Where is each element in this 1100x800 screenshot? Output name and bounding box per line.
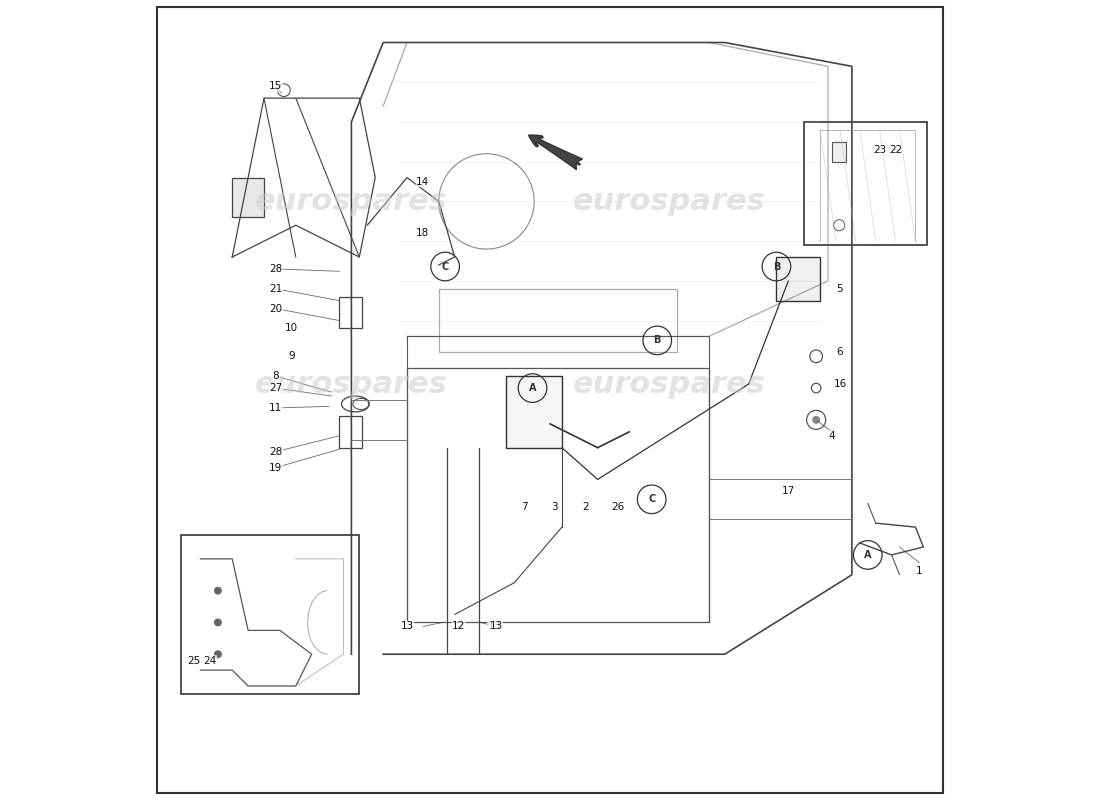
Circle shape xyxy=(812,416,821,424)
Text: 13: 13 xyxy=(487,622,500,631)
Text: eurospares: eurospares xyxy=(255,187,448,216)
Text: 13: 13 xyxy=(400,622,414,631)
Text: 3: 3 xyxy=(551,502,558,512)
Text: 22: 22 xyxy=(889,145,902,154)
Text: C: C xyxy=(648,494,656,504)
Text: 24: 24 xyxy=(204,655,217,666)
Text: 11: 11 xyxy=(270,403,283,413)
Text: 17: 17 xyxy=(782,486,795,496)
Text: 28: 28 xyxy=(270,264,283,274)
Text: 20: 20 xyxy=(270,304,283,314)
Text: 16: 16 xyxy=(834,379,847,389)
Text: 8: 8 xyxy=(273,371,279,381)
Text: 27: 27 xyxy=(270,383,283,393)
Text: C: C xyxy=(441,262,449,271)
Text: 5: 5 xyxy=(837,284,844,294)
Text: A: A xyxy=(864,550,871,560)
Text: B: B xyxy=(772,262,780,271)
Text: eurospares: eurospares xyxy=(255,370,448,398)
Text: B: B xyxy=(653,335,661,346)
Text: 26: 26 xyxy=(610,502,624,512)
Bar xyxy=(439,289,678,352)
Text: 21: 21 xyxy=(270,284,283,294)
Bar xyxy=(407,368,708,622)
Bar xyxy=(232,178,264,218)
Text: 19: 19 xyxy=(270,462,283,473)
Text: eurospares: eurospares xyxy=(573,370,766,398)
Text: 4: 4 xyxy=(828,430,835,441)
Text: 18: 18 xyxy=(416,228,429,238)
Circle shape xyxy=(214,618,222,626)
Text: 15: 15 xyxy=(270,81,283,91)
Text: 2: 2 xyxy=(582,502,590,512)
Text: 7: 7 xyxy=(521,502,528,512)
Bar xyxy=(777,257,821,301)
Text: 12: 12 xyxy=(452,622,465,631)
Text: 14: 14 xyxy=(416,177,429,186)
Text: 13: 13 xyxy=(400,622,414,631)
Bar xyxy=(340,416,362,448)
Text: A: A xyxy=(529,383,537,393)
Text: 9: 9 xyxy=(288,351,295,362)
Text: 10: 10 xyxy=(285,323,298,334)
Text: 6: 6 xyxy=(837,347,844,358)
Bar xyxy=(340,297,362,329)
Text: 1: 1 xyxy=(916,566,923,576)
Circle shape xyxy=(214,650,222,658)
Text: eurospares: eurospares xyxy=(573,187,766,216)
Text: 23: 23 xyxy=(873,145,887,154)
Circle shape xyxy=(214,586,222,594)
Text: 13: 13 xyxy=(490,622,503,631)
Bar xyxy=(506,376,562,448)
Text: 25: 25 xyxy=(187,655,200,666)
Bar xyxy=(832,142,846,162)
Text: 28: 28 xyxy=(270,446,283,457)
